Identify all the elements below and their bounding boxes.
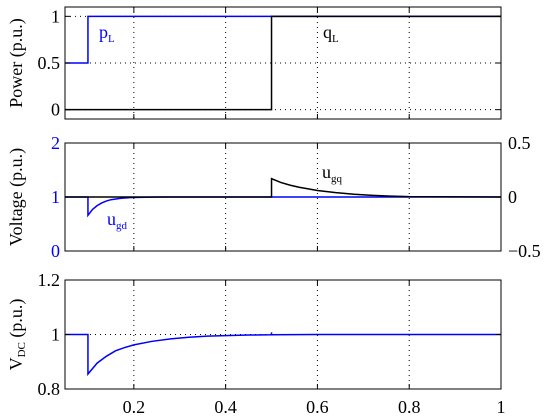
y-axis-label-main: V bbox=[6, 357, 26, 370]
y2-tick-label: 0.5 bbox=[508, 133, 531, 153]
grid bbox=[65, 7, 501, 119]
series-label-ugd-sub: gd bbox=[116, 220, 128, 232]
panel-3: 0.8 1 1.2 0.2 0.4 0.6 0.8 1 VDC (p.u.) bbox=[6, 270, 505, 417]
x-tick-label: 1 bbox=[497, 397, 506, 417]
y-tick-label: 1 bbox=[51, 325, 60, 345]
y-axis-label: Voltage (p.u.) bbox=[6, 148, 27, 246]
series-line-2 bbox=[65, 177, 502, 198]
y-tick-label: 0 bbox=[51, 100, 60, 120]
y2-tick-label: −0.5 bbox=[508, 241, 541, 261]
y-tick-label: 1 bbox=[51, 187, 60, 207]
series-label-ugq: ugq bbox=[322, 162, 343, 185]
y2-tick-label: 0 bbox=[508, 187, 517, 207]
series-label-ugq-sub: gq bbox=[331, 173, 343, 185]
grid bbox=[65, 143, 501, 251]
x-tick-label: 0.6 bbox=[306, 397, 329, 417]
series-line-1 bbox=[65, 15, 501, 64]
x-tick-label: 0.8 bbox=[398, 397, 421, 417]
y-axis-label-tail: (p.u.) bbox=[6, 299, 27, 343]
series-label-qL-sub: L bbox=[332, 33, 339, 45]
series-label-pL: pL bbox=[99, 22, 115, 45]
y-tick-label: 0 bbox=[51, 241, 60, 261]
y-tick-label: 0.5 bbox=[38, 53, 61, 73]
y-tick-label: 0.8 bbox=[38, 379, 61, 399]
y-axis-label-sub: DC bbox=[16, 342, 28, 357]
grid bbox=[65, 280, 501, 389]
y-axis-label: VDC (p.u.) bbox=[6, 299, 27, 371]
series-label-pL-sub: L bbox=[108, 33, 115, 45]
series-label-ugd-main: u bbox=[107, 209, 116, 229]
panel-1: 0 0.5 1 Power (p.u.) bbox=[6, 6, 502, 120]
series-label-qL-main: q bbox=[323, 22, 332, 42]
y-tick-label: 1 bbox=[51, 6, 60, 26]
panel-2: 0 1 2 −0.5 0 0.5 Voltage (p.u.) bbox=[6, 133, 541, 261]
y-axis-label: Power (p.u.) bbox=[6, 18, 27, 107]
x-tick-label: 0.4 bbox=[214, 397, 237, 417]
series-label-ugd: ugd bbox=[107, 209, 128, 232]
series-label-qL: qL bbox=[323, 22, 339, 45]
series-line-1 bbox=[65, 196, 501, 218]
series-label-pL-main: p bbox=[99, 22, 108, 42]
y-tick-label: 1.2 bbox=[38, 270, 61, 290]
series-label-ugq-main: u bbox=[322, 162, 331, 182]
series-line-1 bbox=[65, 332, 501, 377]
series-line-2 bbox=[65, 15, 501, 111]
y-tick-label: 2 bbox=[51, 133, 60, 153]
x-tick-label: 0.2 bbox=[123, 397, 146, 417]
